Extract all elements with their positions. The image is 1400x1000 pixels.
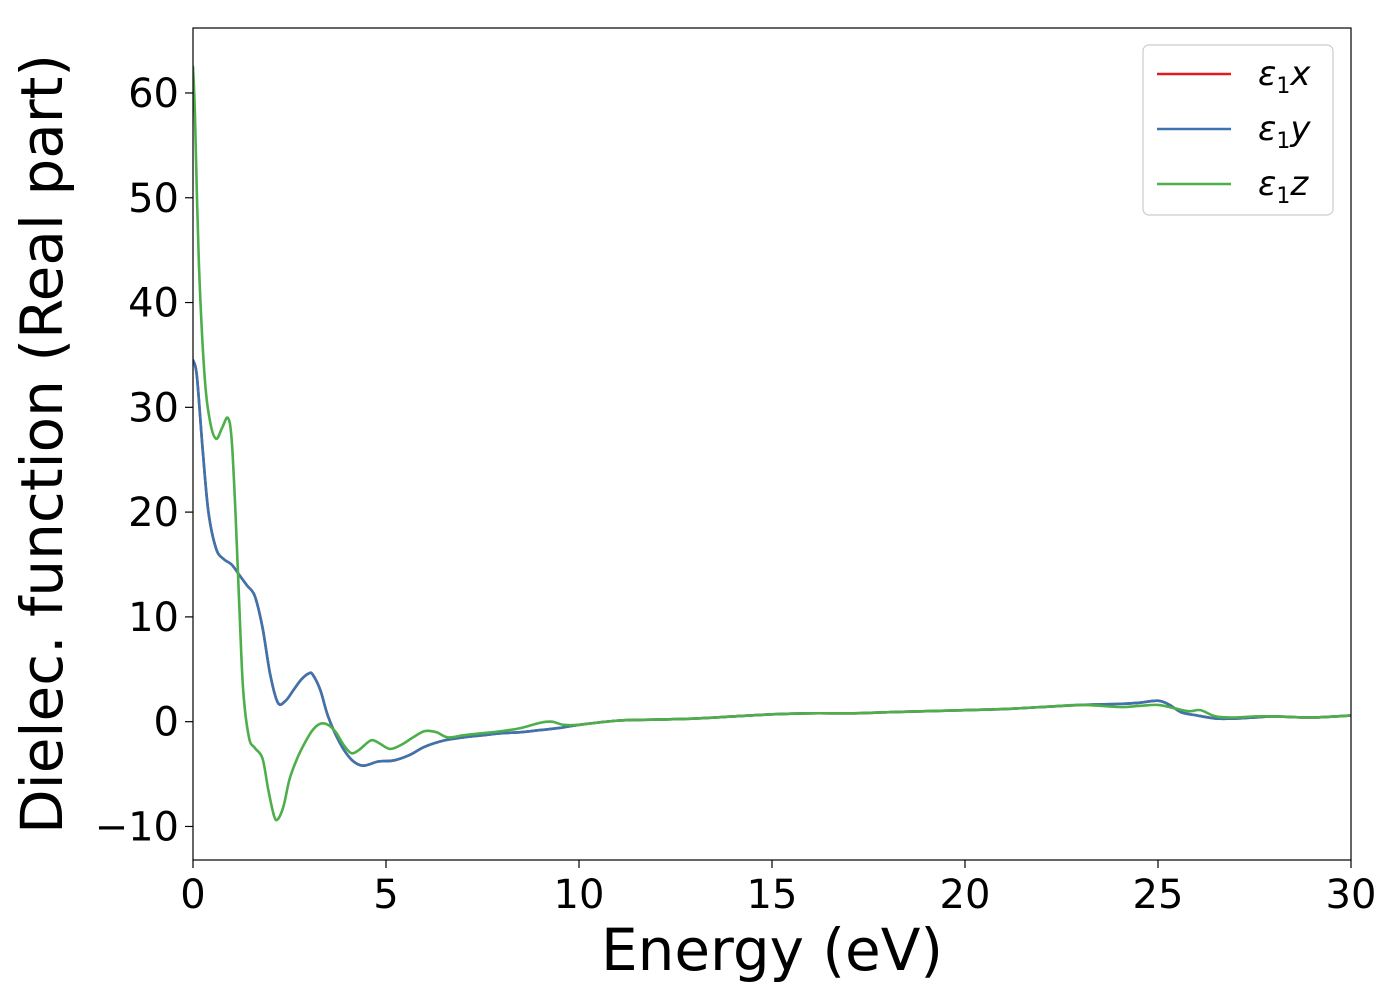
legend-label-y: ε1y <box>1258 109 1311 154</box>
x-tick-label: 30 <box>1326 872 1377 918</box>
x-tick-label: 0 <box>180 872 205 918</box>
y-axis: −10 0 10 20 30 40 50 60 <box>95 71 193 850</box>
legend: ε1x ε1y ε1z <box>1142 44 1334 216</box>
x-tick-label: 25 <box>1133 872 1184 918</box>
legend-box <box>1142 44 1334 216</box>
x-axis: 0 5 10 15 20 25 30 <box>180 860 1376 918</box>
x-axis-label: Energy (eV) <box>601 916 943 984</box>
y-tick-label: 30 <box>128 385 179 431</box>
y-tick-label: 20 <box>128 490 179 536</box>
y-axis-label: Dielec. function (Real part) <box>8 54 76 834</box>
x-tick-label: 5 <box>373 872 398 918</box>
legend-label-z: ε1z <box>1258 164 1309 209</box>
series-line-y <box>193 358 1351 767</box>
x-tick-label: 10 <box>554 872 605 918</box>
y-tick-label: 10 <box>128 595 179 641</box>
series-line-z <box>193 65 1351 822</box>
y-tick-label: 60 <box>128 71 179 117</box>
series-layer <box>193 65 1351 822</box>
y-tick-label: 0 <box>154 700 179 746</box>
y-tick-label: −10 <box>95 804 179 850</box>
legend-label-x: ε1x <box>1258 54 1311 99</box>
y-tick-label: 50 <box>128 176 179 222</box>
x-tick-label: 20 <box>940 872 991 918</box>
x-tick-label: 15 <box>747 872 798 918</box>
y-tick-label: 40 <box>128 281 179 327</box>
